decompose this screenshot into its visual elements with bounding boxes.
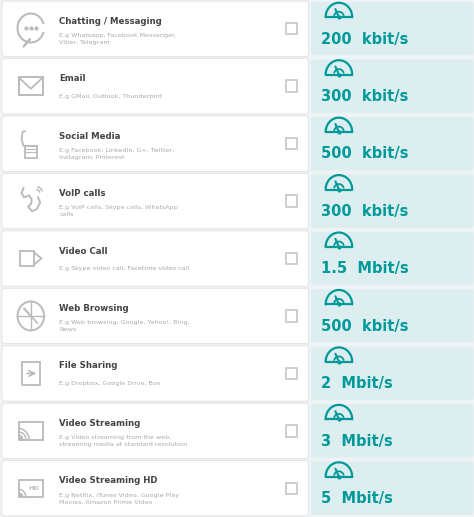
FancyBboxPatch shape bbox=[311, 2, 474, 55]
Text: 300  kbit/s: 300 kbit/s bbox=[321, 204, 409, 219]
Text: 5  Mbit/s: 5 Mbit/s bbox=[321, 491, 393, 506]
Text: 200  kbit/s: 200 kbit/s bbox=[321, 32, 409, 47]
Bar bbox=[19, 78, 43, 95]
Bar bbox=[286, 425, 297, 436]
FancyBboxPatch shape bbox=[311, 404, 474, 458]
FancyBboxPatch shape bbox=[311, 232, 474, 285]
Text: 500  kbit/s: 500 kbit/s bbox=[321, 319, 409, 334]
Bar bbox=[286, 368, 297, 379]
FancyBboxPatch shape bbox=[2, 173, 309, 229]
FancyBboxPatch shape bbox=[2, 116, 309, 171]
FancyBboxPatch shape bbox=[2, 58, 309, 114]
Polygon shape bbox=[24, 39, 30, 47]
Bar bbox=[286, 482, 297, 494]
Text: VoIP calls: VoIP calls bbox=[59, 189, 106, 198]
Text: E.g Facebook, LinkedIn, G+, Twitter,
Instagram, Pinterest: E.g Facebook, LinkedIn, G+, Twitter, Ins… bbox=[59, 148, 174, 160]
Text: E.g Netflix, iTunes Video, Google Play
Movies, Amazon Prime Video: E.g Netflix, iTunes Video, Google Play M… bbox=[59, 493, 179, 505]
Text: Email: Email bbox=[59, 74, 86, 83]
FancyBboxPatch shape bbox=[311, 347, 474, 400]
Text: 1.5  Mbit/s: 1.5 Mbit/s bbox=[321, 261, 409, 277]
FancyBboxPatch shape bbox=[2, 231, 309, 286]
Text: E.g Whatsapp, Facebook Messenger,
Viber, Telegram: E.g Whatsapp, Facebook Messenger, Viber,… bbox=[59, 33, 177, 45]
Text: Video Streaming: Video Streaming bbox=[59, 419, 140, 428]
Bar bbox=[20, 251, 34, 266]
Text: E.g Video streaming from the web,
streaming media at standard resolution: E.g Video streaming from the web, stream… bbox=[59, 435, 188, 447]
Bar bbox=[21, 362, 40, 385]
Text: E.g Skype video call, Facetime video call: E.g Skype video call, Facetime video cal… bbox=[59, 266, 190, 271]
Bar bbox=[286, 195, 297, 207]
FancyBboxPatch shape bbox=[311, 462, 474, 515]
FancyBboxPatch shape bbox=[311, 59, 474, 113]
FancyBboxPatch shape bbox=[2, 403, 309, 459]
Bar bbox=[286, 23, 297, 35]
Text: Video Streaming HD: Video Streaming HD bbox=[59, 476, 158, 485]
FancyBboxPatch shape bbox=[2, 346, 309, 401]
FancyBboxPatch shape bbox=[2, 1, 309, 56]
FancyBboxPatch shape bbox=[2, 461, 309, 516]
Bar bbox=[286, 253, 297, 264]
Text: E.g Web browsing, Google, Yahoo!, Bing,
News: E.g Web browsing, Google, Yahoo!, Bing, … bbox=[59, 321, 190, 332]
Text: HD: HD bbox=[28, 486, 38, 491]
FancyBboxPatch shape bbox=[311, 290, 474, 343]
Text: 500  kbit/s: 500 kbit/s bbox=[321, 146, 409, 161]
Bar bbox=[286, 310, 297, 322]
Text: 2  Mbit/s: 2 Mbit/s bbox=[321, 376, 393, 391]
Text: Social Media: Social Media bbox=[59, 132, 120, 141]
Text: E.g Dropbox, Google Drive, Box: E.g Dropbox, Google Drive, Box bbox=[59, 381, 161, 386]
Bar bbox=[286, 81, 297, 92]
Text: Chatting / Messaging: Chatting / Messaging bbox=[59, 17, 162, 26]
Text: 300  kbit/s: 300 kbit/s bbox=[321, 89, 409, 104]
FancyBboxPatch shape bbox=[2, 288, 309, 344]
FancyBboxPatch shape bbox=[311, 117, 474, 170]
Text: File Sharing: File Sharing bbox=[59, 361, 118, 370]
Text: E.g VoIP calls, Skype calls, WhatsApp
calls: E.g VoIP calls, Skype calls, WhatsApp ca… bbox=[59, 205, 178, 217]
Text: Video Call: Video Call bbox=[59, 247, 108, 255]
FancyBboxPatch shape bbox=[311, 174, 474, 227]
Text: 3  Mbit/s: 3 Mbit/s bbox=[321, 434, 393, 449]
Text: E.g GMail, Outlook, Thunderbird: E.g GMail, Outlook, Thunderbird bbox=[59, 94, 162, 99]
Text: Web Browsing: Web Browsing bbox=[59, 304, 129, 313]
Bar bbox=[25, 146, 37, 158]
Bar bbox=[286, 138, 297, 149]
Bar bbox=[19, 422, 43, 439]
Bar bbox=[19, 480, 43, 497]
